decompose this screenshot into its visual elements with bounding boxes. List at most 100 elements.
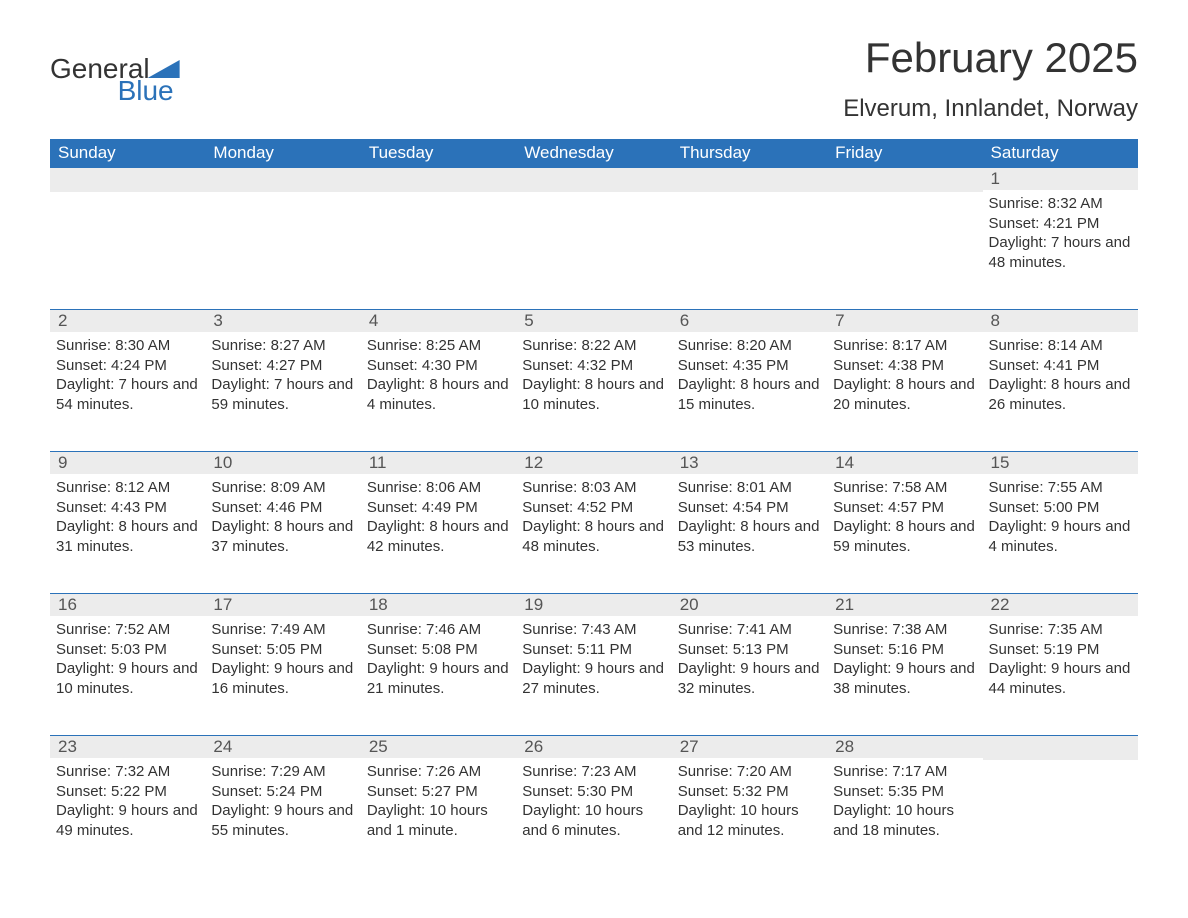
- day-cell: 2Sunrise: 8:30 AMSunset: 4:24 PMDaylight…: [50, 310, 205, 452]
- day-cell: 8Sunrise: 8:14 AMSunset: 4:41 PMDaylight…: [983, 310, 1138, 452]
- sunrise-text: Sunrise: 8:32 AM: [989, 194, 1132, 214]
- day-cell: 11Sunrise: 8:06 AMSunset: 4:49 PMDayligh…: [361, 452, 516, 594]
- logo: General Blue: [50, 35, 180, 105]
- day-cell: 15Sunrise: 7:55 AMSunset: 5:00 PMDayligh…: [983, 452, 1138, 594]
- daylight-text: Daylight: 9 hours and 32 minutes.: [678, 659, 821, 698]
- day-cell: 23Sunrise: 7:32 AMSunset: 5:22 PMDayligh…: [50, 736, 205, 864]
- day-number: 3: [205, 310, 360, 332]
- day-number: 12: [516, 452, 671, 474]
- day-body: Sunrise: 8:09 AMSunset: 4:46 PMDaylight:…: [205, 474, 360, 556]
- day-cell: 24Sunrise: 7:29 AMSunset: 5:24 PMDayligh…: [205, 736, 360, 864]
- day-number: 25: [361, 736, 516, 758]
- sunrise-text: Sunrise: 8:06 AM: [367, 478, 510, 498]
- day-cell: 14Sunrise: 7:58 AMSunset: 4:57 PMDayligh…: [827, 452, 982, 594]
- day-cell: 3Sunrise: 8:27 AMSunset: 4:27 PMDaylight…: [205, 310, 360, 452]
- sunrise-text: Sunrise: 7:17 AM: [833, 762, 976, 782]
- day-cell: 5Sunrise: 8:22 AMSunset: 4:32 PMDaylight…: [516, 310, 671, 452]
- sunrise-text: Sunrise: 7:55 AM: [989, 478, 1132, 498]
- daylight-text: Daylight: 9 hours and 10 minutes.: [56, 659, 199, 698]
- day-cell: [361, 168, 516, 310]
- daylight-text: Daylight: 7 hours and 48 minutes.: [989, 233, 1132, 272]
- day-body: Sunrise: 7:17 AMSunset: 5:35 PMDaylight:…: [827, 758, 982, 840]
- daylight-text: Daylight: 8 hours and 15 minutes.: [678, 375, 821, 414]
- daylight-text: Daylight: 10 hours and 1 minute.: [367, 801, 510, 840]
- day-number: 16: [50, 594, 205, 616]
- sunset-text: Sunset: 5:22 PM: [56, 782, 199, 802]
- day-number: 2: [50, 310, 205, 332]
- day-cell: [672, 168, 827, 310]
- day-number: 24: [205, 736, 360, 758]
- day-cell: 20Sunrise: 7:41 AMSunset: 5:13 PMDayligh…: [672, 594, 827, 736]
- calendar-page: General Blue February 2025 Elverum, Innl…: [0, 0, 1188, 918]
- day-cell: [205, 168, 360, 310]
- day-cell: [827, 168, 982, 310]
- day-number: 28: [827, 736, 982, 758]
- sunrise-text: Sunrise: 8:12 AM: [56, 478, 199, 498]
- day-cell: [983, 736, 1138, 864]
- sunrise-text: Sunrise: 8:22 AM: [522, 336, 665, 356]
- sunrise-text: Sunrise: 8:03 AM: [522, 478, 665, 498]
- sunset-text: Sunset: 4:27 PM: [211, 356, 354, 376]
- sunrise-text: Sunrise: 8:14 AM: [989, 336, 1132, 356]
- sunset-text: Sunset: 4:35 PM: [678, 356, 821, 376]
- day-cell: 17Sunrise: 7:49 AMSunset: 5:05 PMDayligh…: [205, 594, 360, 736]
- day-body: Sunrise: 8:12 AMSunset: 4:43 PMDaylight:…: [50, 474, 205, 556]
- day-cell: [516, 168, 671, 310]
- sunrise-text: Sunrise: 8:01 AM: [678, 478, 821, 498]
- day-number: 26: [516, 736, 671, 758]
- sunset-text: Sunset: 5:19 PM: [989, 640, 1132, 660]
- day-number: [827, 168, 982, 192]
- sunset-text: Sunset: 4:52 PM: [522, 498, 665, 518]
- daylight-text: Daylight: 8 hours and 59 minutes.: [833, 517, 976, 556]
- daylight-text: Daylight: 9 hours and 27 minutes.: [522, 659, 665, 698]
- daylight-text: Daylight: 9 hours and 21 minutes.: [367, 659, 510, 698]
- calendar-head: Sunday Monday Tuesday Wednesday Thursday…: [50, 139, 1138, 168]
- sunset-text: Sunset: 5:32 PM: [678, 782, 821, 802]
- day-cell: 28Sunrise: 7:17 AMSunset: 5:35 PMDayligh…: [827, 736, 982, 864]
- day-body: Sunrise: 8:27 AMSunset: 4:27 PMDaylight:…: [205, 332, 360, 414]
- day-body: Sunrise: 7:52 AMSunset: 5:03 PMDaylight:…: [50, 616, 205, 698]
- day-number: [205, 168, 360, 192]
- day-number: 9: [50, 452, 205, 474]
- day-cell: 12Sunrise: 8:03 AMSunset: 4:52 PMDayligh…: [516, 452, 671, 594]
- day-cell: 13Sunrise: 8:01 AMSunset: 4:54 PMDayligh…: [672, 452, 827, 594]
- sunset-text: Sunset: 4:57 PM: [833, 498, 976, 518]
- day-body: Sunrise: 8:22 AMSunset: 4:32 PMDaylight:…: [516, 332, 671, 414]
- sunset-text: Sunset: 5:16 PM: [833, 640, 976, 660]
- day-cell: 22Sunrise: 7:35 AMSunset: 5:19 PMDayligh…: [983, 594, 1138, 736]
- sunset-text: Sunset: 5:13 PM: [678, 640, 821, 660]
- daylight-text: Daylight: 9 hours and 38 minutes.: [833, 659, 976, 698]
- day-number: [50, 168, 205, 192]
- daylight-text: Daylight: 8 hours and 53 minutes.: [678, 517, 821, 556]
- sunrise-text: Sunrise: 7:41 AM: [678, 620, 821, 640]
- day-cell: 10Sunrise: 8:09 AMSunset: 4:46 PMDayligh…: [205, 452, 360, 594]
- daylight-text: Daylight: 10 hours and 12 minutes.: [678, 801, 821, 840]
- daylight-text: Daylight: 10 hours and 18 minutes.: [833, 801, 976, 840]
- day-body: Sunrise: 7:46 AMSunset: 5:08 PMDaylight:…: [361, 616, 516, 698]
- day-number: 7: [827, 310, 982, 332]
- day-number: 23: [50, 736, 205, 758]
- day-cell: 26Sunrise: 7:23 AMSunset: 5:30 PMDayligh…: [516, 736, 671, 864]
- sunrise-text: Sunrise: 7:20 AM: [678, 762, 821, 782]
- sunset-text: Sunset: 4:54 PM: [678, 498, 821, 518]
- day-body: Sunrise: 7:32 AMSunset: 5:22 PMDaylight:…: [50, 758, 205, 840]
- week-row: 2Sunrise: 8:30 AMSunset: 4:24 PMDaylight…: [50, 310, 1138, 452]
- day-number: [672, 168, 827, 192]
- day-number: [361, 168, 516, 192]
- day-number: 27: [672, 736, 827, 758]
- day-number: 21: [827, 594, 982, 616]
- day-header-row: Sunday Monday Tuesday Wednesday Thursday…: [50, 139, 1138, 168]
- sunrise-text: Sunrise: 8:09 AM: [211, 478, 354, 498]
- day-body: Sunrise: 7:58 AMSunset: 4:57 PMDaylight:…: [827, 474, 982, 556]
- sunset-text: Sunset: 4:32 PM: [522, 356, 665, 376]
- sunrise-text: Sunrise: 7:38 AM: [833, 620, 976, 640]
- day-body: Sunrise: 7:38 AMSunset: 5:16 PMDaylight:…: [827, 616, 982, 698]
- day-cell: 19Sunrise: 7:43 AMSunset: 5:11 PMDayligh…: [516, 594, 671, 736]
- day-body: Sunrise: 7:20 AMSunset: 5:32 PMDaylight:…: [672, 758, 827, 840]
- sunset-text: Sunset: 4:41 PM: [989, 356, 1132, 376]
- day-number: 11: [361, 452, 516, 474]
- sunrise-text: Sunrise: 8:17 AM: [833, 336, 976, 356]
- calendar-table: Sunday Monday Tuesday Wednesday Thursday…: [50, 139, 1138, 864]
- day-number: 6: [672, 310, 827, 332]
- daylight-text: Daylight: 7 hours and 54 minutes.: [56, 375, 199, 414]
